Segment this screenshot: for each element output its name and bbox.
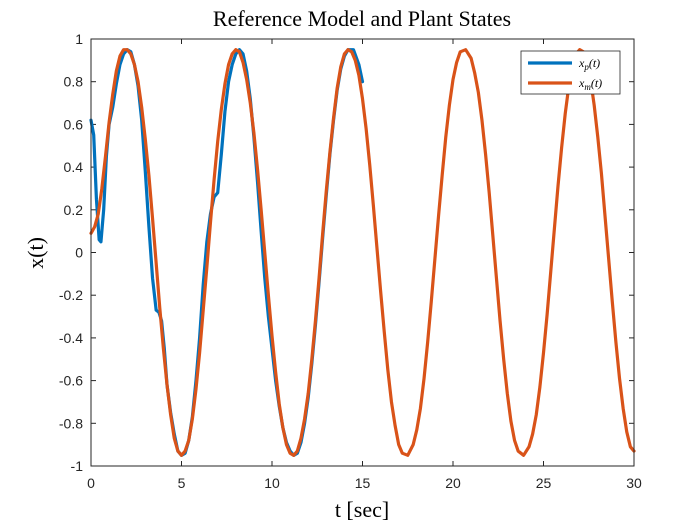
x-tick-label: 20 bbox=[445, 475, 461, 491]
y-tick-label: 0.6 bbox=[64, 116, 84, 132]
x-tick-label: 10 bbox=[264, 475, 280, 491]
legend-label-xp: xp(t) bbox=[578, 56, 600, 72]
xm-series-line bbox=[89, 48, 636, 457]
y-tick-label: 0.8 bbox=[64, 74, 84, 90]
x-axis-label: t [sec] bbox=[335, 497, 389, 522]
legend-box bbox=[520, 50, 621, 95]
legend-items: xp(t) xm(t) bbox=[528, 56, 602, 92]
x-tick-label: 15 bbox=[355, 475, 371, 491]
y-tick-label: 0.2 bbox=[64, 202, 84, 218]
y-tick-label: 0.4 bbox=[64, 159, 84, 175]
x-tick-label: 30 bbox=[626, 475, 642, 491]
y-tick-label: 0 bbox=[75, 245, 83, 261]
x-tick-label: 25 bbox=[536, 475, 552, 491]
series-xm bbox=[89, 48, 636, 457]
y-tick-label: -0.8 bbox=[59, 415, 83, 431]
x-tick-labels: 0 5 10 15 20 25 30 bbox=[87, 475, 642, 491]
series-layer bbox=[89, 48, 636, 457]
y-axis-label: x(t) bbox=[23, 237, 48, 269]
x-tick-label: 5 bbox=[178, 475, 186, 491]
y-tick-label: -0.6 bbox=[59, 373, 83, 389]
axes-frame bbox=[90, 38, 635, 467]
x-tick-label: 0 bbox=[87, 475, 95, 491]
legend-label-xm: xm(t) bbox=[578, 76, 602, 92]
y-tick-label: -0.4 bbox=[59, 330, 83, 346]
y-tick-label: -1 bbox=[71, 458, 84, 474]
chart-title: Reference Model and Plant States bbox=[213, 6, 511, 31]
y-tick-labels: -1 -0.8 -0.6 -0.4 -0.2 0 0.2 0.4 0.6 0.8 1 bbox=[59, 31, 83, 474]
y-tick-label: -0.2 bbox=[59, 287, 83, 303]
y-tick-label: 1 bbox=[75, 31, 83, 47]
legend: xp(t) xm(t) bbox=[520, 50, 621, 95]
